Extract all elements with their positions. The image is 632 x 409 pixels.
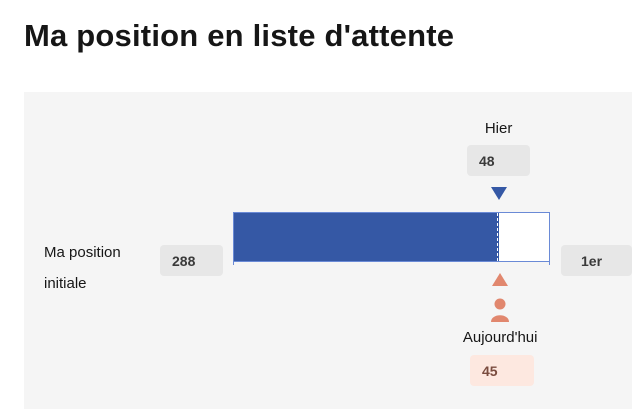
page-title: Ma position en liste d'attente (24, 18, 455, 53)
queue-progress-bar (233, 212, 550, 262)
yesterday-label: Hier (484, 120, 513, 137)
today-position-value: 45 (470, 355, 534, 386)
initial-position-label: Ma position initiale (44, 244, 121, 292)
today-label: Aujourd'hui (462, 329, 538, 346)
person-icon (491, 298, 510, 322)
progress-end-tick (549, 259, 550, 265)
triangle-up-icon (492, 273, 509, 286)
final-position-value: 1er (561, 245, 632, 276)
queue-progress-fill (234, 213, 499, 261)
triangle-down-icon (490, 187, 507, 200)
yesterday-position-value: 48 (467, 145, 530, 176)
queue-position-panel: Ma position initiale 288 Hier 48 1er Auj… (24, 92, 632, 409)
progress-start-tick (233, 259, 234, 265)
initial-position-value: 288 (160, 245, 223, 276)
today-position-marker (496, 213, 498, 261)
